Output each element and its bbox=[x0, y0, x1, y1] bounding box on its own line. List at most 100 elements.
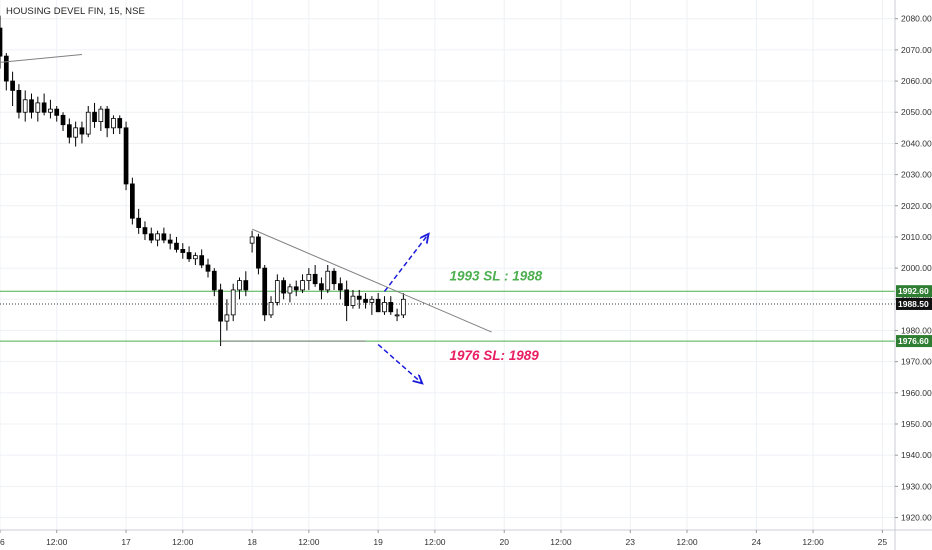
candle-body-bearish bbox=[54, 108, 60, 116]
candle-body-bearish bbox=[218, 289, 223, 322]
x-tick-label: 12:00 bbox=[172, 537, 194, 547]
x-tick-label: 20 bbox=[499, 537, 509, 547]
candle-body-bullish bbox=[249, 236, 255, 244]
direction-arrow bbox=[377, 343, 422, 384]
trendline bbox=[0, 54, 82, 63]
candle-body-bullish bbox=[155, 233, 160, 241]
candle-body-bullish bbox=[350, 295, 356, 306]
candle-body-bearish bbox=[199, 255, 205, 266]
drawings: 1993 SL : 1988 1976 SL: 1989 bbox=[0, 54, 543, 384]
candle-body-bearish bbox=[293, 286, 299, 291]
candle-body-bullish bbox=[325, 270, 331, 291]
x-tick-label: 12:00 bbox=[298, 537, 320, 547]
candle-body-bullish bbox=[48, 108, 53, 113]
y-tick-label: 1970.00 bbox=[901, 357, 932, 367]
candle-body-bearish bbox=[256, 236, 261, 269]
y-tick-label: 2080.00 bbox=[901, 14, 932, 24]
candle-body-bearish bbox=[243, 280, 249, 291]
y-tick-label: 2060.00 bbox=[901, 76, 932, 86]
candle-body-bullish bbox=[382, 302, 387, 313]
symbol-title: HOUSING DEVEL FIN, 15, NSE bbox=[6, 6, 145, 17]
candle-body-bullish bbox=[111, 118, 116, 129]
candle-body-bullish bbox=[306, 273, 312, 281]
candle-body-bearish bbox=[319, 283, 324, 291]
candle-body-bearish bbox=[205, 264, 211, 272]
horizontal-levels bbox=[0, 290, 895, 342]
candle-body-bearish bbox=[312, 273, 318, 285]
candle-body-bearish bbox=[3, 55, 9, 82]
y-tick-label: 1950.00 bbox=[901, 419, 932, 429]
y-tick-label: 1920.00 bbox=[901, 513, 932, 523]
x-tick-label: 12:00 bbox=[46, 537, 68, 547]
x-tick-label: 25 bbox=[878, 537, 888, 547]
candle-body-bearish bbox=[79, 127, 85, 135]
candle-body-bullish bbox=[193, 255, 198, 260]
candles bbox=[0, 15, 406, 347]
candle-body-bearish bbox=[363, 298, 368, 303]
candle-body-bearish bbox=[186, 252, 192, 260]
candle-body-bearish bbox=[174, 242, 179, 250]
candle-body-bullish bbox=[268, 302, 274, 316]
annotation-label: 1976 SL: 1989 bbox=[450, 348, 540, 363]
x-tick-label: 24 bbox=[752, 537, 762, 547]
candle-body-bearish bbox=[60, 114, 66, 126]
candle-body-bearish bbox=[41, 102, 47, 113]
y-tick-label: 2030.00 bbox=[901, 170, 932, 180]
level-price-tag-label: 1992.60 bbox=[898, 286, 929, 296]
x-tick-label: 17 bbox=[121, 537, 131, 547]
y-tick-label: 1960.00 bbox=[901, 388, 932, 398]
candle-body-bearish bbox=[211, 270, 217, 291]
time-axis[interactable]: 6 12:00 17 12:00 18 12:00 19 12:00 20 12:00 23 12:0… bbox=[0, 529, 932, 547]
candle-body-bearish bbox=[29, 99, 34, 113]
y-tick-label: 1980.00 bbox=[901, 325, 932, 335]
candle-body-bearish bbox=[142, 227, 148, 235]
level-price-tag-label: 1976.60 bbox=[898, 336, 929, 346]
x-tick-label: 12:00 bbox=[802, 537, 824, 547]
candle-body-bearish bbox=[356, 295, 362, 300]
y-tick-label: 2050.00 bbox=[901, 107, 932, 117]
candle-body-bearish bbox=[123, 127, 129, 185]
candle-body-bearish bbox=[136, 217, 142, 228]
candle-body-bullish bbox=[401, 298, 406, 316]
annotation-label: 1993 SL : 1988 bbox=[450, 269, 543, 284]
candle-body-bearish bbox=[281, 280, 286, 294]
candle-body-bearish bbox=[180, 249, 186, 253]
y-tick-label: 2020.00 bbox=[901, 201, 932, 211]
trendline bbox=[251, 228, 492, 333]
candle-body-bearish bbox=[167, 239, 173, 244]
candle-body-bullish bbox=[98, 108, 104, 122]
price-axis[interactable]: 1920.00 1930.00 1940.00 1950.00 1960.00 1970.… bbox=[894, 0, 932, 550]
direction-arrow bbox=[383, 234, 428, 292]
candle-body-bullish bbox=[22, 99, 28, 113]
candle-body-bearish bbox=[92, 111, 97, 122]
candle-body-bullish bbox=[369, 298, 375, 303]
candle-body-bullish bbox=[300, 280, 305, 291]
candle-body-bearish bbox=[104, 108, 110, 129]
y-tick-label: 1930.00 bbox=[901, 481, 932, 491]
candle-body-bearish bbox=[262, 267, 268, 316]
candle-body-bullish bbox=[237, 280, 242, 291]
candle-body-bearish bbox=[388, 302, 394, 313]
y-tick-label: 2000.00 bbox=[901, 263, 932, 273]
x-tick-label: 12:00 bbox=[550, 537, 572, 547]
candle-body-bearish bbox=[337, 283, 343, 291]
candle-body-bearish bbox=[10, 80, 15, 91]
candle-body-bearish bbox=[161, 233, 167, 241]
x-tick-label: 6 bbox=[0, 537, 5, 547]
y-tick-label: 2040.00 bbox=[901, 138, 932, 148]
candle-body-bearish bbox=[331, 270, 337, 285]
y-tick-label: 2070.00 bbox=[901, 45, 932, 55]
last-price-tag bbox=[896, 297, 932, 310]
candle-body-bullish bbox=[224, 314, 230, 322]
candle-body-bullish bbox=[287, 286, 293, 294]
candle-body-bearish bbox=[130, 183, 135, 219]
candle-body-bullish bbox=[35, 102, 41, 113]
x-tick-label: 23 bbox=[626, 537, 636, 547]
candle-body-bearish bbox=[148, 233, 154, 241]
candle-body-bullish bbox=[85, 111, 91, 135]
x-tick-label: 19 bbox=[373, 537, 383, 547]
candle-body-bullish bbox=[274, 280, 280, 303]
candle-body-bearish bbox=[0, 27, 3, 57]
y-tick-label: 2010.00 bbox=[901, 232, 932, 242]
